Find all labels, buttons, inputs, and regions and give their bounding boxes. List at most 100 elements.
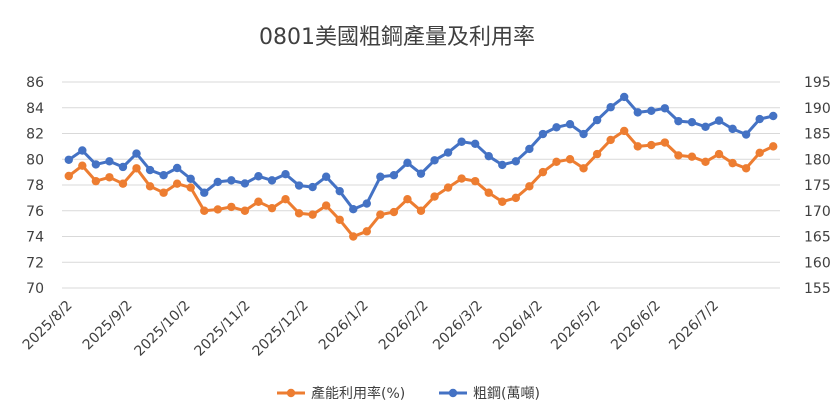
data-point [674,116,683,126]
data-point [240,179,250,188]
data-point [159,171,168,180]
data-point [741,164,751,173]
data-point [728,124,737,134]
data-point [200,206,209,215]
data-point [227,202,236,212]
data-point [538,167,548,177]
left-tick-label: 78 [26,178,44,194]
data-point [132,149,141,158]
legend-marker-2 [448,388,458,398]
data-point [64,171,73,181]
right-tick-label: 175 [804,178,831,194]
data-point [335,186,344,196]
data-point [213,205,222,214]
x-tick-label: 2025/11/2 [192,298,254,360]
data-point [647,106,656,116]
data-point [389,171,399,180]
x-tick-label: 2025/9/2 [80,298,136,354]
data-point [132,164,141,173]
legend-label-2: 粗鋼(萬噸) [473,386,540,402]
data-point [403,194,412,204]
data-point [470,139,480,148]
data-point [376,172,385,181]
right-tick-label: 195 [804,75,831,91]
data-point [294,181,304,190]
x-tick-label: 2026/5/2 [548,298,604,354]
data-point [254,172,263,181]
data-point [769,111,778,121]
data-point [308,182,317,192]
data-point [227,176,236,185]
data-point [145,182,155,191]
data-point [172,179,182,188]
data-point [335,215,344,224]
data-point [403,158,412,168]
data-point [64,155,73,164]
data-point [281,169,290,179]
data-point [362,227,372,236]
data-point [552,123,561,132]
data-point [498,160,507,170]
data-point [430,192,439,201]
right-axis-ticks: 155 160 165 170 175 180 185 190 195 [804,75,831,297]
data-point [213,177,222,187]
data-point [91,160,101,169]
data-point [633,108,642,117]
data-point [728,158,737,168]
data-point [457,174,466,183]
data-point [321,172,331,181]
data-point [443,148,453,157]
grid [62,81,780,289]
data-point [674,151,683,160]
left-tick-label: 86 [26,75,44,91]
data-point [606,103,615,112]
series-line-2 [67,95,774,211]
data-point [416,169,426,178]
right-tick-label: 160 [804,255,831,271]
right-tick-label: 180 [804,152,831,168]
data-point [254,197,263,206]
data-point [118,162,128,172]
right-tick-label: 155 [804,281,831,297]
data-point [660,104,670,113]
data-point [308,210,317,219]
data-point [647,140,656,150]
data-point [470,176,480,186]
data-point [321,201,331,210]
data-point [660,138,670,147]
data-point [389,207,399,217]
data-point [687,152,697,161]
data-point [267,203,277,213]
legend: 產能利用率(%) 粗鋼(萬噸) [277,385,540,402]
left-tick-label: 76 [26,204,44,220]
data-point [701,157,710,167]
x-tick-label: 2025/10/2 [132,298,194,360]
x-axis-ticks: 2025/8/2 2025/9/22025/10/22025/11/22025/1… [20,298,722,360]
data-point [687,117,697,127]
data-point [78,161,87,170]
data-point [294,209,304,218]
data-point [511,193,521,203]
left-tick-label: 70 [26,281,44,297]
data-point [430,156,439,165]
data-point [457,137,466,146]
data-point [579,129,588,139]
data-point [91,176,101,186]
data-point [755,114,764,124]
data-point [592,149,602,159]
data-point [281,194,290,204]
data-point [484,151,493,161]
data-point [714,149,724,159]
data-point [701,122,710,132]
data-point [416,206,426,215]
data-point [538,129,548,139]
data-point [565,155,575,164]
x-tick-label: 2025/8/2 [20,298,76,354]
data-point [552,157,561,167]
right-tick-label: 190 [804,101,831,117]
x-tick-label: 2026/4/2 [490,298,546,354]
data-point [186,174,195,184]
left-tick-label: 74 [26,230,44,246]
data-point [105,173,114,182]
